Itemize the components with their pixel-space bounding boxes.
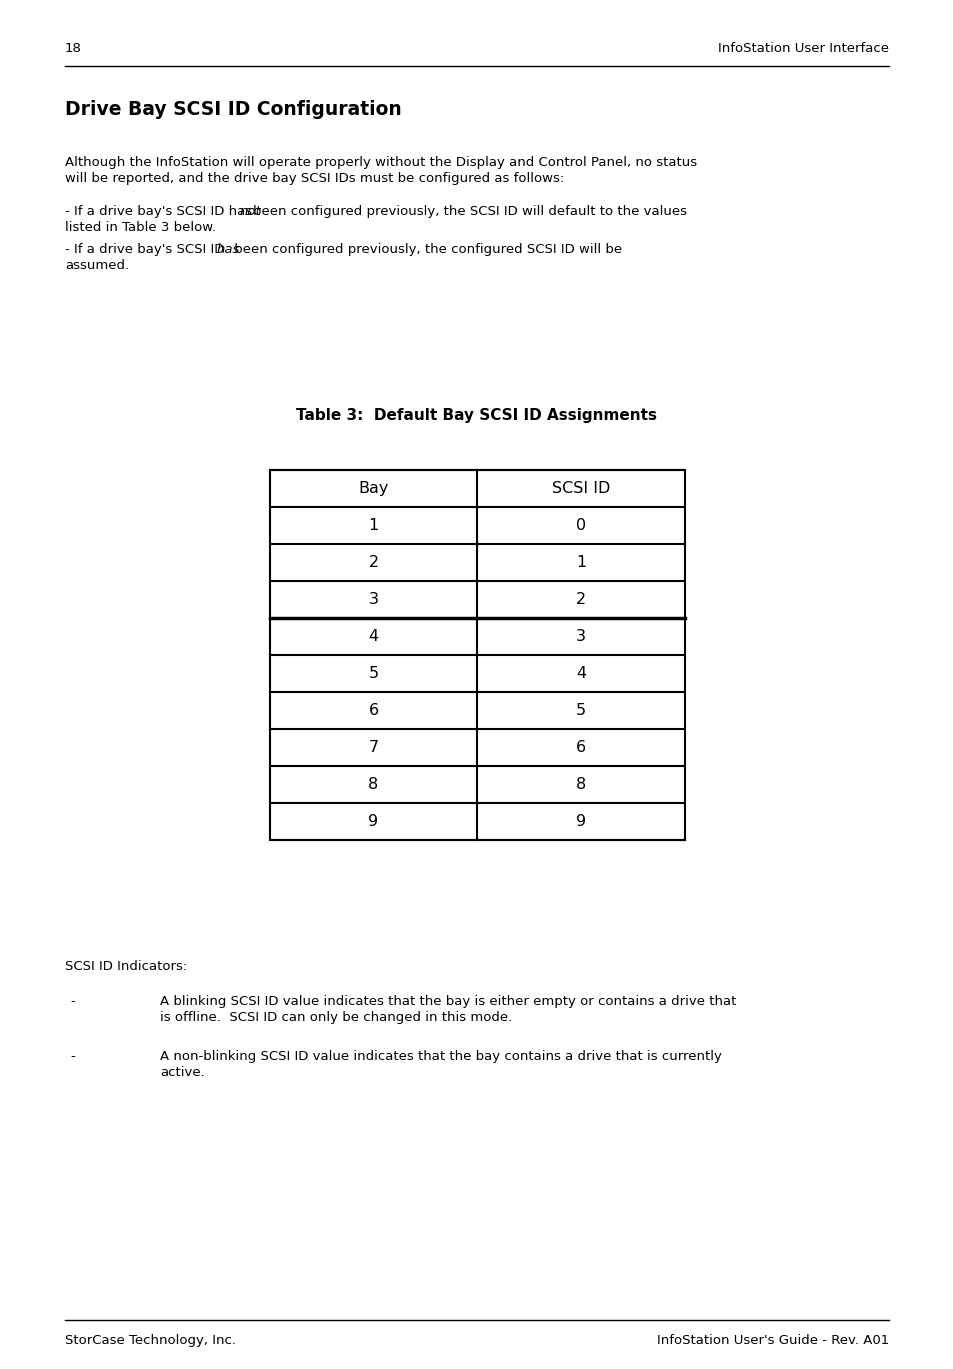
Text: been configured previously, the configured SCSI ID will be: been configured previously, the configur… xyxy=(230,244,621,256)
Text: 3: 3 xyxy=(576,628,585,643)
Text: 6: 6 xyxy=(368,704,378,717)
Text: has: has xyxy=(216,244,240,256)
Text: Although the InfoStation will operate properly without the Display and Control P: Although the InfoStation will operate pr… xyxy=(65,156,697,168)
Text: -: - xyxy=(70,1050,74,1062)
Text: 5: 5 xyxy=(368,665,378,680)
Text: active.: active. xyxy=(160,1066,205,1079)
Text: 3: 3 xyxy=(368,591,378,606)
Text: 6: 6 xyxy=(576,741,585,754)
Text: A non-blinking SCSI ID value indicates that the bay contains a drive that is cur: A non-blinking SCSI ID value indicates t… xyxy=(160,1050,721,1062)
Bar xyxy=(270,470,684,841)
Text: A blinking SCSI ID value indicates that the bay is either empty or contains a dr: A blinking SCSI ID value indicates that … xyxy=(160,995,736,1008)
Text: SCSI ID Indicators:: SCSI ID Indicators: xyxy=(65,960,187,973)
Text: SCSI ID: SCSI ID xyxy=(551,481,610,496)
Text: 0: 0 xyxy=(576,517,585,533)
Text: Drive Bay SCSI ID Configuration: Drive Bay SCSI ID Configuration xyxy=(65,100,401,119)
Text: 9: 9 xyxy=(368,815,378,830)
Text: not: not xyxy=(239,205,261,218)
Text: StorCase Technology, Inc.: StorCase Technology, Inc. xyxy=(65,1333,235,1347)
Text: - If a drive bay's SCSI ID has: - If a drive bay's SCSI ID has xyxy=(65,205,256,218)
Text: 4: 4 xyxy=(368,628,378,643)
Text: is offline.  SCSI ID can only be changed in this mode.: is offline. SCSI ID can only be changed … xyxy=(160,1010,512,1024)
Text: assumed.: assumed. xyxy=(65,259,129,272)
Text: - If a drive bay's SCSI ID: - If a drive bay's SCSI ID xyxy=(65,244,229,256)
Text: 5: 5 xyxy=(576,704,585,717)
Text: InfoStation User's Guide - Rev. A01: InfoStation User's Guide - Rev. A01 xyxy=(656,1333,888,1347)
Text: 8: 8 xyxy=(576,778,585,793)
Text: 18: 18 xyxy=(65,42,82,55)
Text: 2: 2 xyxy=(368,554,378,570)
Text: listed in Table 3 below.: listed in Table 3 below. xyxy=(65,220,215,234)
Text: 9: 9 xyxy=(576,815,585,830)
Text: Bay: Bay xyxy=(358,481,388,496)
Text: 7: 7 xyxy=(368,741,378,754)
Text: InfoStation User Interface: InfoStation User Interface xyxy=(718,42,888,55)
Text: 2: 2 xyxy=(576,591,585,606)
Text: Table 3:  Default Bay SCSI ID Assignments: Table 3: Default Bay SCSI ID Assignments xyxy=(296,408,657,423)
Text: been configured previously, the SCSI ID will default to the values: been configured previously, the SCSI ID … xyxy=(253,205,686,218)
Text: 1: 1 xyxy=(368,517,378,533)
Text: 8: 8 xyxy=(368,778,378,793)
Text: 4: 4 xyxy=(576,665,585,680)
Text: 1: 1 xyxy=(576,554,585,570)
Text: -: - xyxy=(70,995,74,1008)
Text: will be reported, and the drive bay SCSI IDs must be configured as follows:: will be reported, and the drive bay SCSI… xyxy=(65,172,563,185)
